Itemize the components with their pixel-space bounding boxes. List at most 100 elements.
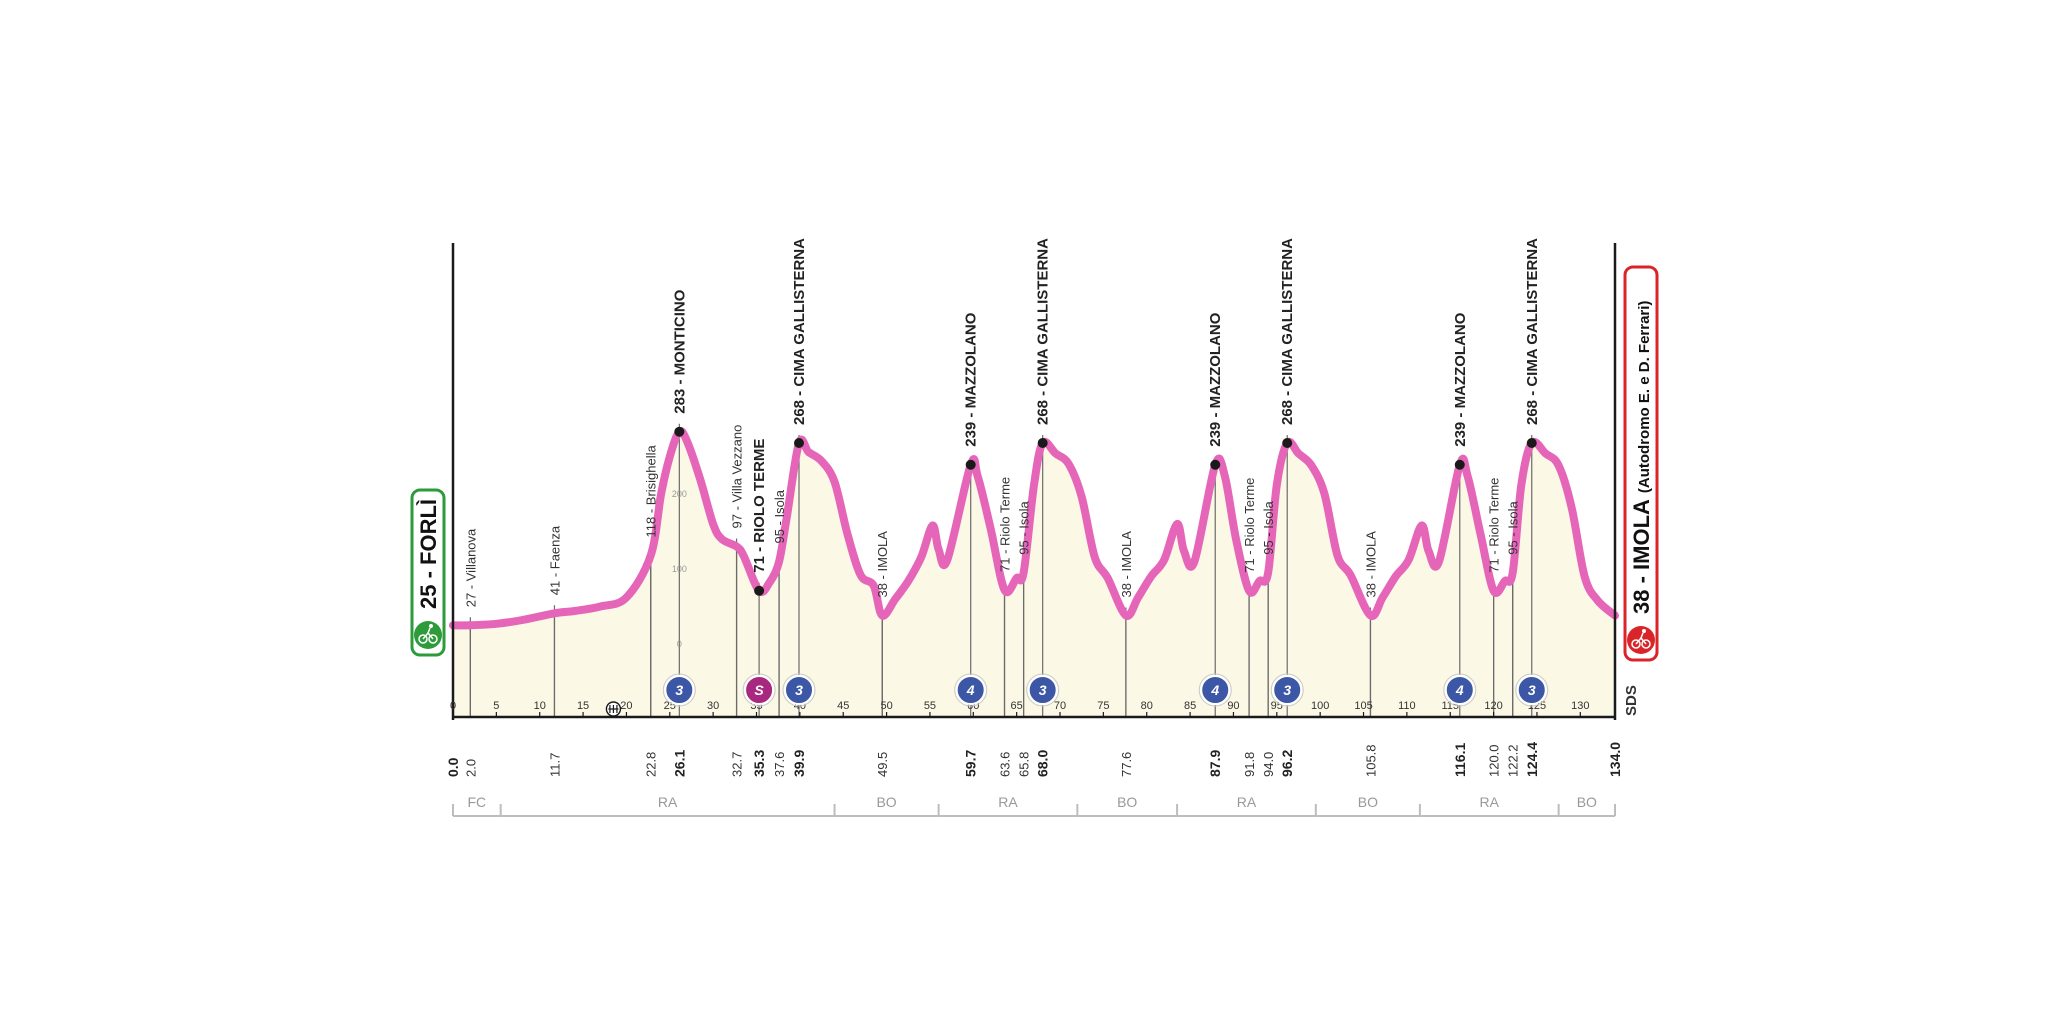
summit-marker (1037, 438, 1048, 448)
km-label: 22.8 (644, 752, 659, 777)
x-tick-label: 15 (577, 700, 589, 712)
x-tick-label: 50 (880, 700, 892, 712)
kom-badge: 4 (1198, 673, 1232, 707)
kom-badge: 3 (662, 673, 696, 707)
summit-marker (1454, 459, 1465, 470)
x-tick-label: 105 (1354, 700, 1372, 712)
finish-panel: 38 - IMOLA(Autodromo E. e D. Ferrari) (1623, 265, 1659, 662)
km-label: 26.1 (671, 750, 687, 777)
province-label: BO (1358, 794, 1378, 810)
badge-label: 4 (1210, 682, 1219, 698)
cyclist-icon-wheel (1641, 639, 1651, 649)
sprint-badge: S (742, 673, 776, 707)
cyclist-icon-wheel (1631, 639, 1641, 649)
km-label: 39.9 (791, 750, 807, 777)
summit-marker (754, 585, 765, 596)
location-label: 71 - Riolo Terme (1242, 478, 1257, 573)
location-label: 95 - Isola (1506, 501, 1521, 555)
kom-badge: 3 (1515, 673, 1549, 707)
location-label: 268 - CIMA GALLISTERNA (791, 238, 808, 425)
location-labels: 27 - Villanova 41 - Faenza 118 - Brisighel… (463, 238, 1540, 607)
x-tick-label: 110 (1398, 700, 1416, 712)
badge-circle (664, 675, 695, 705)
location-label: 41 - Faenza (547, 525, 562, 595)
start-panel-label: 25 - FORLÌ (416, 499, 441, 609)
kom-badge: 4 (954, 673, 988, 707)
km-label: 49.5 (875, 752, 890, 777)
km-label: 65.8 (1017, 752, 1032, 777)
badge-label: 3 (1528, 682, 1536, 698)
province-label: FC (468, 794, 487, 810)
badge-label: 3 (795, 682, 803, 698)
km-label: 120.0 (1487, 744, 1502, 777)
km-label: 37.6 (772, 752, 787, 777)
start-panel: 25 - FORLÌ (410, 488, 446, 657)
badge-outline (742, 673, 776, 707)
badge-outline (1443, 673, 1477, 707)
badge-outline (1026, 673, 1060, 707)
badge-circle (1200, 675, 1231, 705)
brand-logo: SDS (1623, 685, 1640, 716)
badge-outline (662, 673, 696, 707)
kom-badge: 3 (782, 673, 816, 707)
badge-circle (783, 675, 814, 705)
finish-panel-sublabel: (Autodromo E. e D. Ferrari) (1636, 301, 1653, 494)
climb-badges: 3 S 3 4 3 4 3 4 3 (662, 673, 1549, 707)
finish-panel-label: 38 - IMOLA(Autodromo E. e D. Ferrari) (1629, 301, 1654, 614)
location-label: 268 - CIMA GALLISTERNA (1524, 238, 1541, 425)
badge-label: 4 (1455, 682, 1464, 698)
altitude-scale-label: 0 (677, 639, 682, 649)
altitude-scale-label: 200 (672, 489, 687, 499)
cyclist-icon (414, 621, 442, 649)
km-label: 63.6 (998, 752, 1013, 777)
km-label: 32.7 (730, 752, 745, 777)
province-label: BO (1117, 794, 1137, 810)
badge-label: 3 (1283, 682, 1291, 698)
location-label: 27 - Villanova (463, 528, 478, 607)
x-tick-label: 100 (1311, 700, 1329, 712)
x-tick-label: 90 (1227, 700, 1239, 712)
km-label: 11.7 (547, 753, 562, 777)
cyclist-icon-bg (414, 621, 442, 649)
km-label: 96.2 (1279, 750, 1295, 777)
finish-panel-frame (1623, 265, 1659, 662)
location-label: 38 - IMOLA (875, 531, 890, 598)
cyclist-icon (1627, 626, 1655, 654)
location-label: 97 - Villa Vezzano (730, 425, 745, 529)
km-label: 134.0 (1607, 742, 1623, 777)
badge-outline (1270, 673, 1304, 707)
summit-marker (1210, 459, 1221, 470)
badge-circle (1444, 675, 1475, 705)
cyclist-icon-head (1642, 629, 1646, 633)
badge-label: 3 (1039, 682, 1047, 698)
profile-line-group (449, 426, 1619, 630)
location-label: 71 - Riolo Terme (998, 477, 1013, 572)
summit-marker (793, 438, 804, 448)
cyclist-icon-frame (422, 627, 434, 640)
km-label: 124.4 (1524, 742, 1540, 777)
x-tick-label: 75 (1097, 700, 1109, 712)
badge-circle (1027, 675, 1058, 705)
province-strip: FC RA BO RA BO RA BO RA BO (452, 794, 1616, 817)
summit-marker (1526, 438, 1537, 448)
location-label: 71 - RIOLO TERME (751, 439, 768, 573)
x-tick-label: 65 (1011, 700, 1023, 712)
province-label: BO (876, 794, 896, 810)
cyclist-icon-bg (1627, 626, 1655, 654)
x-tick-label: 70 (1054, 700, 1066, 712)
location-label: 268 - CIMA GALLISTERNA (1035, 238, 1052, 425)
badge-outline (1515, 673, 1549, 707)
km-label: 0.0 (445, 757, 461, 777)
province-label: RA (998, 794, 1018, 810)
x-tick-label: 55 (924, 700, 936, 712)
location-label: 239 - MAZZOLANO (1207, 312, 1224, 447)
cyclist-icon-wheel (428, 634, 438, 644)
location-label: 38 - IMOLA (1119, 531, 1134, 598)
cyclist-icon-frame (1635, 632, 1647, 645)
km-label: 77.6 (1119, 752, 1134, 777)
x-tick-label: 5 (493, 700, 499, 712)
badge-circle (1272, 675, 1303, 705)
badge-label: 4 (966, 682, 975, 698)
km-label: 35.3 (751, 750, 767, 777)
